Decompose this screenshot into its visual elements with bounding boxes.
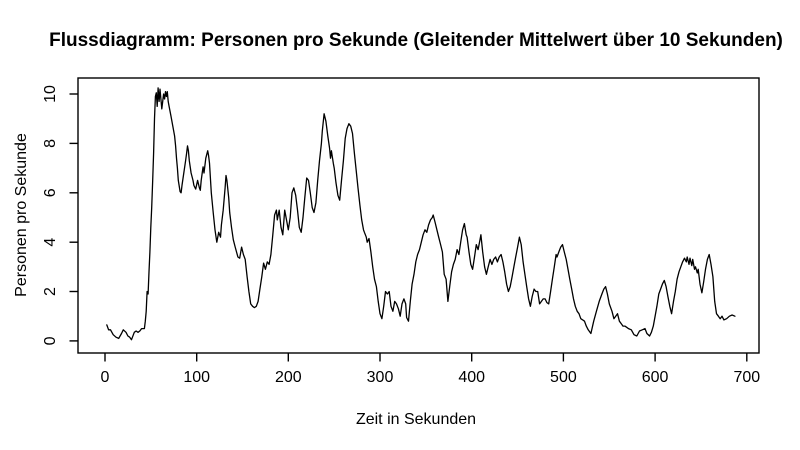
x-tick-label: 0 (101, 369, 110, 386)
y-axis-title: Personen pro Sekunde (13, 133, 30, 297)
x-axis-title: Zeit in Sekunden (356, 411, 476, 428)
chart-title: Flussdiagramm: Personen pro Sekunde (Gle… (49, 30, 783, 51)
x-tick-label: 100 (183, 369, 210, 386)
y-tick-label: 2 (42, 287, 59, 296)
series-group (106, 87, 736, 341)
y-axis: 0 2 4 6 8 10 (42, 85, 78, 345)
y-tick-label: 4 (42, 238, 59, 247)
x-tick-label: 200 (275, 369, 302, 386)
y-tick-label: 0 (42, 336, 59, 345)
y-tick-label: 6 (42, 188, 59, 197)
x-axis: 0 100 200 300 400 500 600 700 (101, 353, 760, 386)
x-tick-label: 300 (367, 369, 394, 386)
x-tick-label: 400 (458, 369, 485, 386)
x-tick-label: 700 (733, 369, 760, 386)
y-tick-label: 10 (42, 85, 59, 103)
y-tick-label: 8 (42, 139, 59, 148)
plot-box (77, 77, 760, 354)
data-line (106, 87, 736, 341)
x-tick-label: 500 (550, 369, 577, 386)
x-tick-label: 600 (642, 369, 669, 386)
